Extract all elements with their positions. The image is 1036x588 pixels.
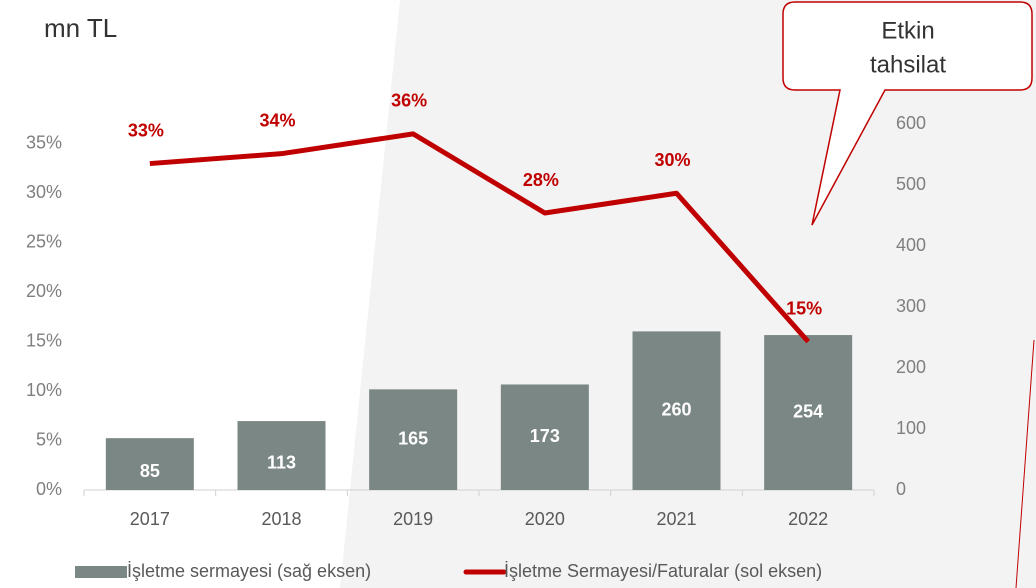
y2-tick-label: 300 <box>896 296 926 316</box>
bar-label: 260 <box>661 399 691 419</box>
bar <box>632 331 721 490</box>
line-label: 36% <box>391 91 427 111</box>
bar-label: 165 <box>398 428 428 448</box>
bar-label: 85 <box>140 461 160 481</box>
bar-label: 173 <box>530 426 560 446</box>
y-tick-label: 25% <box>26 231 62 251</box>
line-label: 33% <box>128 120 164 140</box>
bar <box>369 389 458 490</box>
x-tick-label: 2017 <box>130 509 170 529</box>
callout-box <box>782 1 1033 226</box>
y-tick-label: 10% <box>26 380 62 400</box>
x-tick-label: 2018 <box>261 509 301 529</box>
y2-tick-label: 400 <box>896 235 926 255</box>
x-tick-label: 2019 <box>393 509 433 529</box>
callout-text: Etkin <box>881 17 934 44</box>
bar <box>105 438 194 490</box>
y-tick-label: 35% <box>26 133 62 153</box>
legend-swatch <box>75 566 127 578</box>
callout-text: tahsilat <box>870 51 946 78</box>
y-tick-label: 30% <box>26 182 62 202</box>
y-tick-label: 15% <box>26 330 62 350</box>
line-label: 28% <box>523 170 559 190</box>
bar-label: 113 <box>267 452 296 472</box>
line <box>149 131 811 344</box>
legend-label: İşletme sermayesi (sağ eksen) <box>127 561 371 581</box>
line-label: 34% <box>259 110 295 130</box>
y2-tick-label: 500 <box>896 174 926 194</box>
chart-title: mn TL <box>44 13 117 43</box>
bar <box>500 384 589 490</box>
x-tick-label: 2022 <box>788 509 828 529</box>
y-tick-label: 5% <box>36 429 62 449</box>
bar-label: 254 <box>793 401 823 421</box>
line-label: 30% <box>654 150 690 170</box>
callout: Etkin tahsilat <box>782 1 1033 226</box>
legend-label: İşletme Sermayesi/Faturalar (sol eksen) <box>504 561 822 581</box>
bar <box>764 335 853 490</box>
decor-line <box>1015 339 1035 588</box>
y2-tick-label: 100 <box>896 418 926 438</box>
x-tick-label: 2021 <box>656 509 696 529</box>
y2-tick-label: 0 <box>896 479 906 499</box>
y-tick-label: 20% <box>26 281 62 301</box>
line-label: 15% <box>786 298 822 318</box>
y2-tick-label: 600 <box>896 113 926 133</box>
bar <box>237 421 326 490</box>
y-tick-label: 0% <box>36 479 62 499</box>
x-tick-label: 2020 <box>525 509 565 529</box>
y2-tick-label: 200 <box>896 357 926 377</box>
